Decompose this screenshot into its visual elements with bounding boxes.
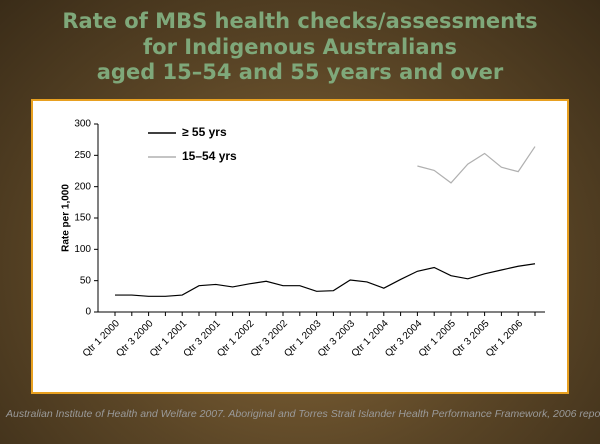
y-tick-label: 50 xyxy=(80,275,92,286)
legend-label: ≥ 55 yrs xyxy=(182,125,227,139)
legend-label: 15–54 yrs xyxy=(182,149,237,163)
chart-frame xyxy=(31,99,569,394)
title-line: aged 15–54 and 55 years and over xyxy=(97,60,504,84)
y-tick-label: 0 xyxy=(85,307,91,318)
y-tick-label: 300 xyxy=(74,119,91,130)
data-line xyxy=(115,263,536,297)
y-tick-label: 250 xyxy=(74,150,91,161)
title-line: for Indigenous Australians xyxy=(143,35,457,59)
y-axis-label: Rate per 1,000 xyxy=(61,184,72,252)
y-tick-label: 150 xyxy=(74,213,91,224)
y-tick-label: 200 xyxy=(74,181,91,192)
title-line: Rate of MBS health checks/assessments xyxy=(62,9,537,33)
data-line xyxy=(417,146,536,184)
y-tick-label: 100 xyxy=(74,244,91,255)
source-line: Australian Institute of Health and Welfa… xyxy=(5,408,600,420)
